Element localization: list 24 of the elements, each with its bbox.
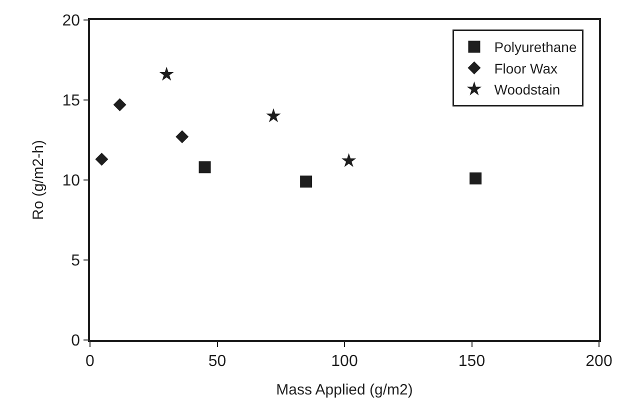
- x-tick-label: 100: [331, 352, 358, 370]
- y-tick-label: 20: [62, 12, 80, 30]
- x-tick-label: 0: [86, 352, 95, 370]
- x-tick-label: 150: [458, 352, 486, 370]
- point: [159, 66, 174, 81]
- point: [342, 153, 356, 168]
- point: [113, 98, 126, 112]
- x-tick-label: 50: [208, 352, 226, 370]
- point: [470, 172, 482, 184]
- y-tick-label: 0: [71, 332, 80, 350]
- y-axis-title: Ro (g/m2-h): [30, 140, 48, 220]
- legend-label: Woodstain: [494, 82, 560, 98]
- x-tick-label: 200: [586, 352, 612, 370]
- legend-label: Floor Wax: [494, 60, 558, 76]
- y-tick-label: 10: [62, 172, 80, 190]
- y-tick-label: 5: [71, 252, 80, 270]
- point: [176, 130, 189, 144]
- y-tick-label: 15: [62, 92, 80, 110]
- legend-label: Polyurethane: [494, 39, 577, 56]
- x-axis-title: Mass Applied (g/m2): [276, 381, 413, 398]
- point: [266, 108, 281, 122]
- point: [198, 161, 211, 174]
- point: [95, 152, 108, 166]
- point: [300, 176, 312, 188]
